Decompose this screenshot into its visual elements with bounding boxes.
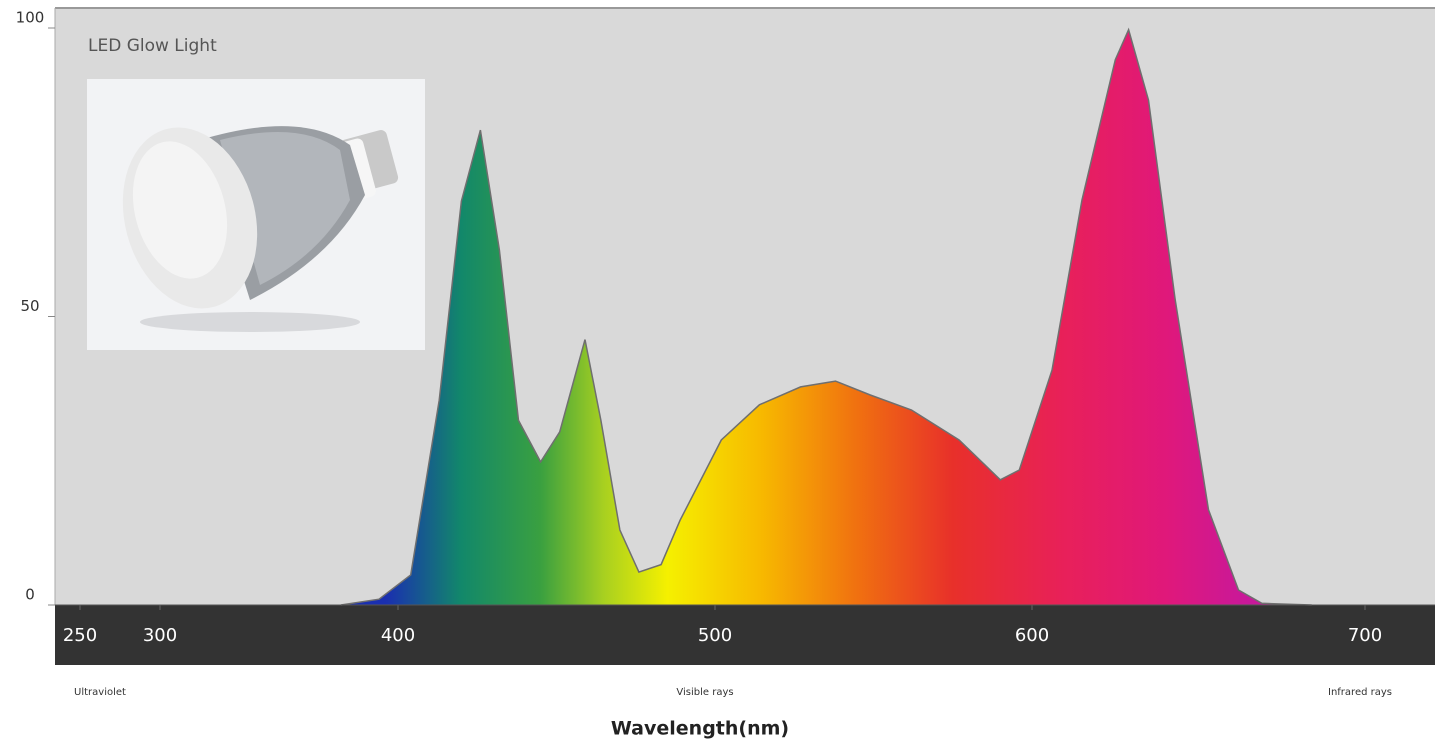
y-tick-label: 0	[25, 586, 35, 604]
y-tick-label: 100	[16, 9, 45, 27]
x-tick-label: 300	[143, 625, 177, 646]
region-label: Infrared rays	[1328, 687, 1392, 698]
x-tick-label: 600	[1015, 625, 1049, 646]
chart-title: LED Glow Light	[88, 36, 217, 56]
x-axis-band	[55, 605, 1435, 665]
x-axis-label: Wavelength(nm)	[611, 718, 789, 740]
region-label: Visible rays	[676, 687, 733, 698]
bulb-photo	[87, 79, 425, 350]
x-tick-label: 400	[381, 625, 415, 646]
chart: LED Glow Light Wavelength(nm) 0 50 100 250 3…	[0, 0, 1435, 745]
x-tick-label: 700	[1348, 625, 1382, 646]
y-tick-label: 50	[20, 297, 39, 315]
x-tick-label: 250	[63, 625, 97, 646]
region-label: Ultraviolet	[74, 687, 126, 698]
x-tick-label: 500	[698, 625, 732, 646]
